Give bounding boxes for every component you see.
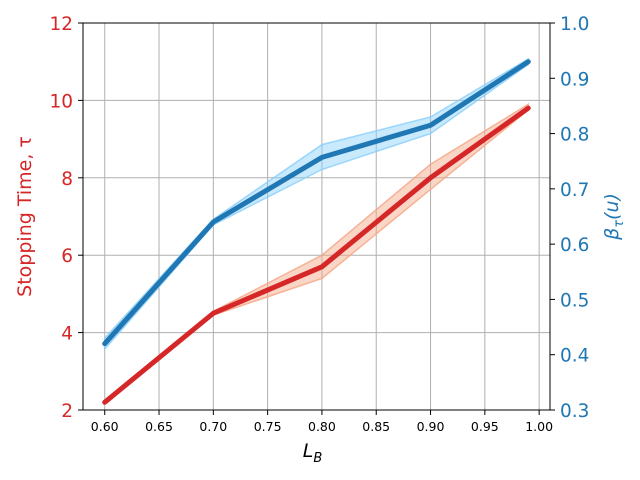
series-line [102, 105, 531, 405]
x-tick-label: 0.90 [417, 419, 445, 434]
left-axis-ticks: 2 4 6 8 10 12 [49, 14, 83, 422]
x-axis-ticks: 0.60 0.65 0.70 0.75 0.80 0.85 0.90 0.95 1.00 [91, 410, 553, 434]
series-lines [102, 59, 531, 405]
series-line [102, 59, 531, 347]
x-tick-label: 0.60 [91, 419, 119, 434]
right-tick-label: 0.8 [560, 125, 589, 146]
right-tick-label: 0.5 [560, 290, 589, 311]
left-tick-label: 12 [49, 14, 73, 35]
right-axis-ticks: 0.3 0.4 0.5 0.6 0.7 0.8 0.9 1.0 [550, 14, 589, 422]
left-tick-label: 4 [61, 324, 73, 345]
x-axis-label: LB [303, 440, 323, 466]
x-tick-label: 0.65 [145, 419, 173, 434]
x-tick-label: 0.70 [199, 419, 227, 434]
right-tick-label: 0.6 [560, 235, 589, 256]
x-tick-label: 0.95 [471, 419, 499, 434]
right-tick-label: 0.7 [560, 180, 589, 201]
x-tick-label: 0.85 [362, 419, 390, 434]
left-tick-label: 8 [61, 169, 73, 190]
right-tick-label: 0.3 [560, 401, 589, 422]
left-tick-label: 6 [61, 246, 73, 267]
left-tick-label: 10 [49, 91, 73, 112]
left-axis-label: Stopping Time, τ [14, 136, 36, 297]
x-tick-label: 0.75 [254, 419, 282, 434]
right-tick-label: 0.9 [560, 69, 589, 90]
plot-frame [82, 22, 551, 411]
x-tick-label: 0.80 [308, 419, 336, 434]
grid-lines [83, 22, 550, 411]
right-axis-label: βτ(u) [601, 193, 627, 241]
right-tick-label: 1.0 [560, 14, 589, 35]
x-tick-label: 1.00 [525, 419, 553, 434]
left-tick-label: 2 [61, 401, 73, 422]
right-tick-label: 0.4 [560, 346, 589, 367]
